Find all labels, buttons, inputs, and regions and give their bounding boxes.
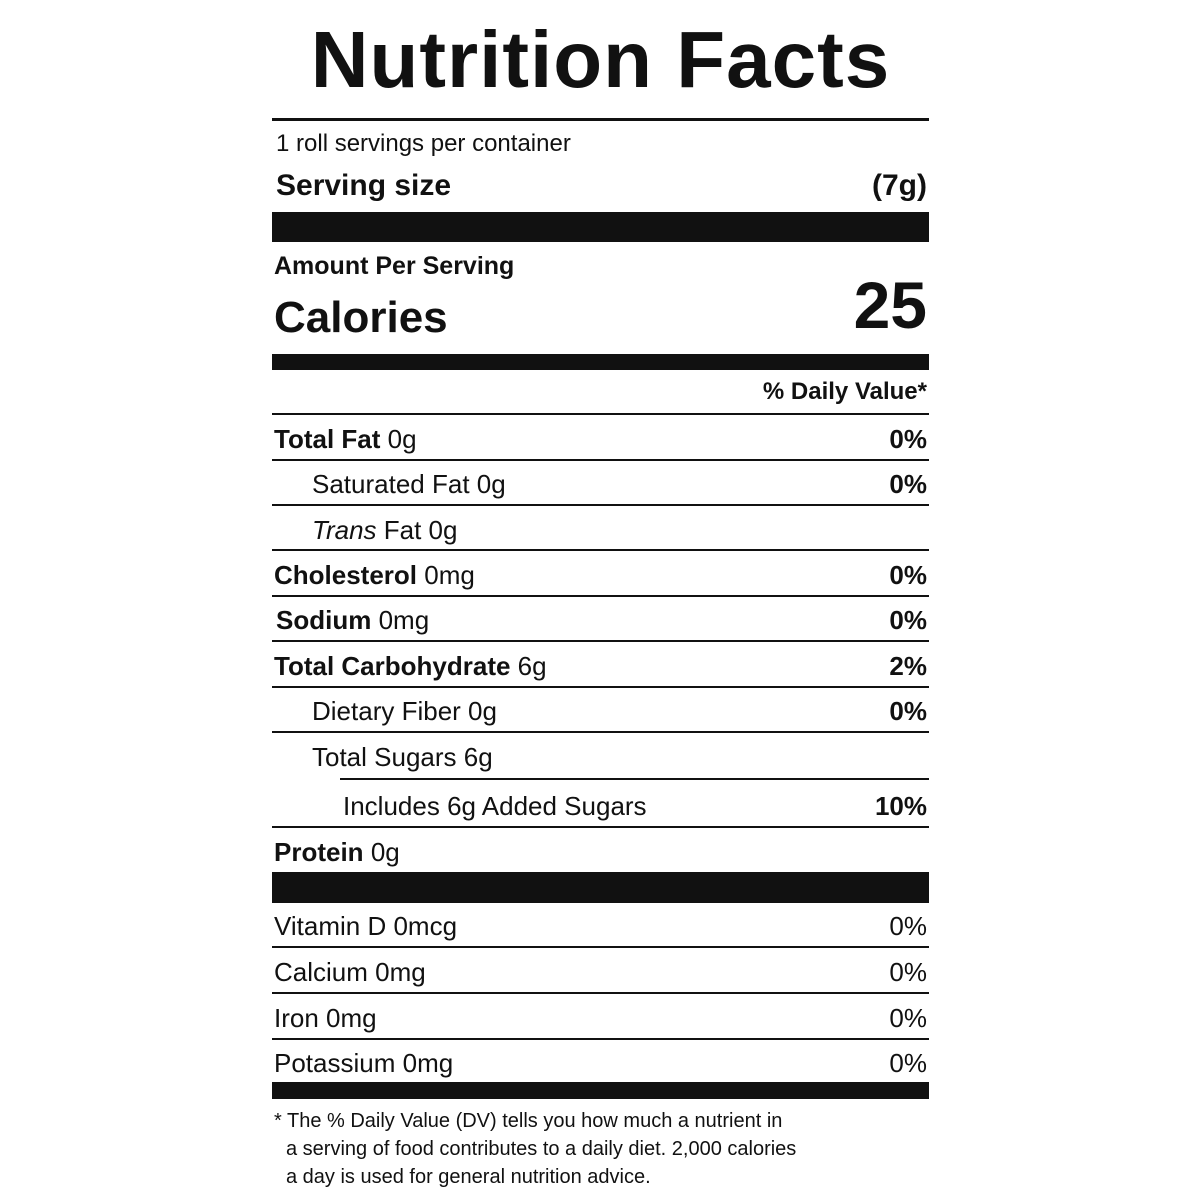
- cholesterol-dv: 0%: [889, 560, 927, 590]
- divider-thin: [272, 731, 929, 733]
- added-sugars-label: Includes 6g Added Sugars: [343, 791, 647, 821]
- divider-thin: [272, 640, 929, 642]
- trans-fat-rest: Fat 0g: [376, 515, 458, 545]
- footnote-line-2: a serving of food contributes to a daily…: [286, 1138, 797, 1160]
- calcium-dv: 0%: [889, 957, 927, 987]
- protein-amount: 0g: [370, 837, 400, 867]
- cholesterol-label: Cholesterol: [274, 560, 418, 590]
- servings-per-container: 1 roll servings per container: [276, 130, 571, 157]
- total-fat-dv: 0%: [889, 424, 927, 454]
- footnote-line-1: * The % Daily Value (DV) tells you how m…: [274, 1110, 783, 1132]
- potassium-dv: 0%: [889, 1048, 927, 1078]
- protein-label: Protein: [274, 837, 364, 867]
- total-carbohydrate-amount: 6g: [517, 651, 547, 681]
- cholesterol-amount: 0mg: [424, 560, 475, 590]
- nutrition-facts-label: Nutrition Facts 1 roll servings per cont…: [272, 0, 929, 1200]
- divider-thin: [272, 992, 929, 994]
- sodium-amount: 0mg: [378, 605, 430, 635]
- divider-thin: [272, 459, 929, 461]
- divider-thin: [272, 946, 929, 948]
- amount-per-serving: Amount Per Serving: [274, 252, 515, 280]
- cholesterol-row: Cholesterol 0mg: [274, 562, 475, 588]
- daily-value-header: % Daily Value*: [762, 378, 927, 405]
- added-sugars-dv: 10%: [874, 791, 927, 821]
- divider-thin: [272, 413, 929, 415]
- calories-label: Calories: [274, 293, 448, 342]
- footnote: * The % Daily Value (DV) tells you how m…: [274, 1107, 914, 1191]
- trans-fat-italic: Trans: [312, 515, 377, 545]
- total-sugars-label: Total Sugars 6g: [312, 742, 493, 772]
- vitamin-d-label: Vitamin D 0mcg: [274, 911, 458, 941]
- dietary-fiber-label: Dietary Fiber 0g: [312, 696, 497, 726]
- iron-label: Iron 0mg: [274, 1003, 377, 1033]
- total-fat-amount: 0g: [387, 424, 417, 454]
- calories-value: 25: [853, 268, 927, 342]
- divider-medium: [272, 354, 929, 370]
- saturated-fat-label: Saturated Fat 0g: [312, 469, 506, 499]
- divider-thin: [272, 118, 929, 121]
- vitamin-d-dv: 0%: [889, 911, 927, 941]
- divider-thin: [272, 549, 929, 551]
- sodium-label: Sodium: [276, 605, 372, 635]
- total-carbohydrate-label: Total Carbohydrate: [274, 651, 511, 681]
- label-title: Nutrition Facts: [310, 15, 891, 104]
- sodium-dv: 0%: [889, 605, 927, 635]
- divider-thin: [272, 595, 929, 597]
- trans-fat-row: Trans Fat 0g: [312, 517, 457, 543]
- dietary-fiber-dv: 0%: [889, 696, 927, 726]
- footnote-line-3: a day is used for general nutrition advi…: [286, 1166, 651, 1188]
- divider-thick: [272, 212, 929, 242]
- saturated-fat-dv: 0%: [889, 469, 927, 499]
- protein-row: Protein 0g: [274, 839, 400, 865]
- total-fat-row: Total Fat 0g: [274, 426, 417, 452]
- divider-thin: [272, 1038, 929, 1040]
- total-fat-label: Total Fat: [274, 424, 381, 454]
- divider-thin: [272, 504, 929, 506]
- divider-medium: [272, 1082, 929, 1099]
- iron-dv: 0%: [889, 1003, 927, 1033]
- serving-size-label: Serving size: [276, 169, 452, 202]
- calcium-label: Calcium 0mg: [274, 957, 426, 987]
- potassium-label: Potassium 0mg: [274, 1048, 454, 1078]
- total-carbohydrate-dv: 2%: [889, 651, 927, 681]
- divider-thin: [272, 826, 929, 828]
- total-carbohydrate-row: Total Carbohydrate 6g: [274, 653, 547, 679]
- divider-indented: [340, 778, 929, 780]
- divider-thin: [272, 686, 929, 688]
- divider-thick: [272, 872, 929, 903]
- serving-size-value: (7g): [872, 169, 927, 202]
- sodium-row: Sodium 0mg: [276, 607, 429, 633]
